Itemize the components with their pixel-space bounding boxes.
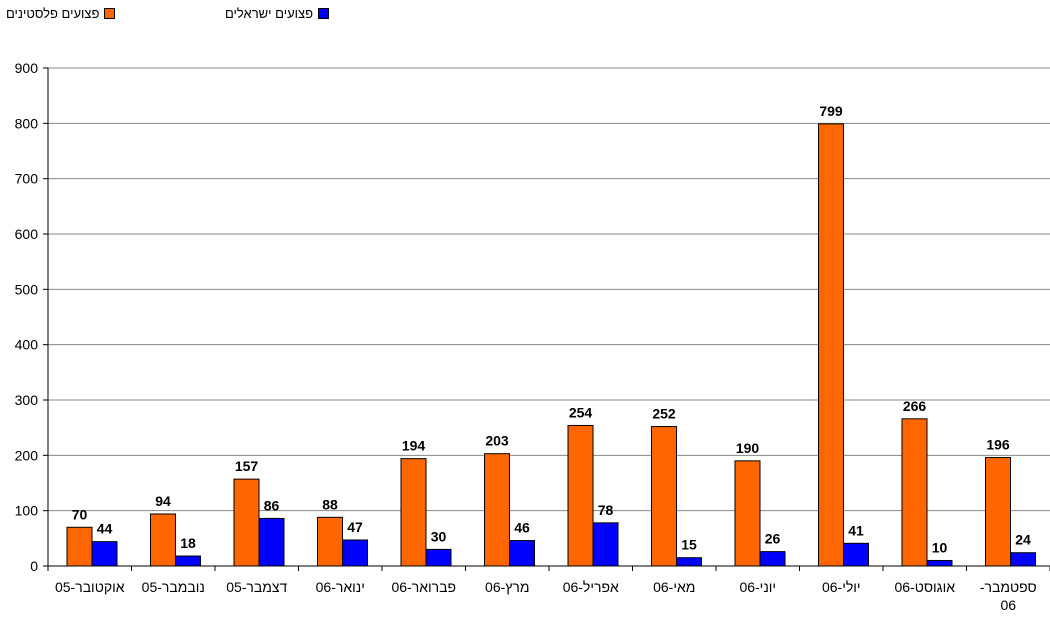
data-label: 44 xyxy=(97,521,113,537)
x-category-label: אוקטובר-05 xyxy=(55,579,125,595)
bar-israeli xyxy=(1010,552,1036,567)
x-category-label: 06 xyxy=(1000,597,1016,613)
x-category-label: מאי-06 xyxy=(653,579,695,595)
axes: 0 100 200 300 400 500 600 700 800 900 אוקטובר-05 נו… xyxy=(15,60,1050,613)
x-category-label: יוני-06 xyxy=(739,579,776,595)
data-label: 18 xyxy=(180,535,196,551)
bar-palestinian xyxy=(66,526,93,567)
data-label: 94 xyxy=(155,493,171,509)
bar-palestinian xyxy=(317,516,343,567)
bar-palestinian xyxy=(901,418,928,567)
legend-label-palestinian: פצועים פלסטינים xyxy=(6,6,100,21)
bar-palestinian xyxy=(150,513,176,567)
bar-palestinian xyxy=(233,478,260,567)
data-label: 190 xyxy=(736,440,760,456)
bar-israeli xyxy=(425,548,452,567)
data-label: 24 xyxy=(1015,532,1031,548)
data-label: 41 xyxy=(848,522,864,538)
bar-palestinian xyxy=(651,426,677,567)
bar-israeli xyxy=(91,541,118,567)
data-label: 26 xyxy=(765,531,781,547)
data-label: 196 xyxy=(986,437,1010,453)
x-category-label: דצמבר-05 xyxy=(226,579,287,595)
gridlines xyxy=(48,67,1050,512)
y-tick-label: 300 xyxy=(15,392,39,408)
y-tick-label: 200 xyxy=(15,447,39,463)
legend-label-israeli: פצועים ישראלים xyxy=(225,6,314,21)
bar-israeli xyxy=(509,540,535,567)
data-label: 30 xyxy=(431,528,447,544)
data-label: 46 xyxy=(514,520,530,536)
legend: פצועים ישראלים פצועים פלסטינים xyxy=(0,6,1050,26)
y-tick-label: 700 xyxy=(15,171,39,187)
y-tick-label: 500 xyxy=(15,281,39,297)
y-tick-label: 800 xyxy=(15,115,39,131)
x-category-label: יולי-06 xyxy=(822,579,861,595)
bar-israeli xyxy=(342,539,368,567)
y-tick-label: 600 xyxy=(15,226,39,242)
data-label: 86 xyxy=(264,497,280,513)
data-label: 799 xyxy=(819,103,843,119)
data-label: 203 xyxy=(485,433,509,449)
data-label: 254 xyxy=(569,404,593,420)
legend-item-israeli: פצועים ישראלים xyxy=(225,6,330,21)
legend-swatch-israeli xyxy=(318,8,330,19)
data-label: 47 xyxy=(347,519,363,535)
data-label: 157 xyxy=(235,458,259,474)
legend-swatch-palestinian xyxy=(104,8,116,19)
y-tick-label: 900 xyxy=(15,60,39,76)
data-label: 252 xyxy=(652,406,676,422)
data-label: 10 xyxy=(932,539,948,555)
bar-israeli xyxy=(676,557,702,567)
legend-item-palestinian: פצועים פלסטינים xyxy=(6,6,116,21)
bar-israeli xyxy=(592,522,619,567)
bar-palestinian xyxy=(985,457,1011,567)
bar-palestinian xyxy=(400,458,427,567)
data-label: 15 xyxy=(681,537,697,553)
y-tick-label: 400 xyxy=(15,337,39,353)
bar-palestinian xyxy=(734,460,761,567)
x-category-label: נובמבר-05 xyxy=(142,579,205,595)
data-label: 88 xyxy=(322,496,338,512)
bar-israeli xyxy=(258,517,285,567)
bar-palestinian xyxy=(818,123,844,567)
bars: 70 94 157 88 194 203 254 252 190 799 266 196 44 18 86 4… xyxy=(66,103,1036,567)
x-category-label: אפריל-06 xyxy=(563,579,619,595)
x-category-label: פברואר-06 xyxy=(391,579,456,595)
bar-israeli xyxy=(175,555,201,567)
bar-israeli xyxy=(843,542,869,567)
x-category-label: אוגוסט-06 xyxy=(894,579,955,595)
bar-palestinian xyxy=(484,453,510,567)
bar-palestinian xyxy=(567,424,594,567)
bar-israeli xyxy=(926,559,953,567)
data-label: 78 xyxy=(598,502,614,518)
x-category-label: ינואר-06 xyxy=(316,579,365,595)
y-tick-label: 0 xyxy=(30,558,38,574)
bar-israeli xyxy=(759,551,786,567)
data-label: 70 xyxy=(72,506,88,522)
x-category-label: מרץ-06 xyxy=(485,579,529,595)
y-tick-label: 100 xyxy=(15,503,39,519)
data-label: 194 xyxy=(402,438,426,454)
x-category-label: ספטמבר- xyxy=(980,579,1037,595)
data-label: 266 xyxy=(903,398,927,414)
